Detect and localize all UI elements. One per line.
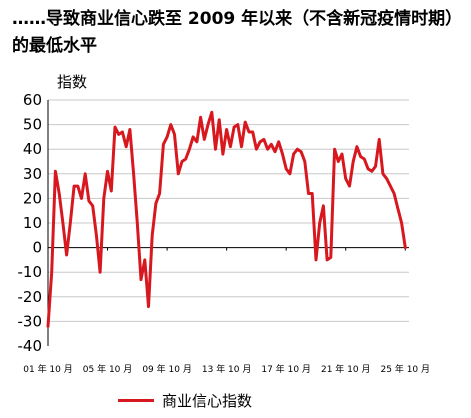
y-tick-label: -10 [18,263,43,281]
x-tick-label: 25 年 10 月 [381,363,431,375]
y-tick-label: 30 [23,165,42,183]
y-tick-label: 20 [23,189,42,207]
y-tick-label: 0 [32,239,42,257]
x-tick-label: 13 年 10 月 [202,363,252,375]
y-axis: 60 50 40 30 20 10 0 -10 -20 -30 -40 [18,91,49,355]
x-tick-label: 21 年 10 月 [321,363,371,375]
x-tick-label: 01 年 10 月 [23,363,73,375]
y-axis-label: 指数 [57,73,87,91]
y-tick-label: 10 [23,214,42,232]
x-tick-label: 17 年 10 月 [261,363,311,375]
legend-label: 商业信心指数 [162,391,253,410]
x-tick-label: 05 年 10 月 [83,363,133,375]
legend: 商业信心指数 [118,388,252,412]
gridlines [48,99,409,322]
x-tick-label: 09 年 10 月 [142,363,192,375]
y-tick-label: -30 [18,312,43,330]
y-tick-label: -40 [18,337,43,355]
legend-swatch [118,398,154,402]
chart-title: ……导致商业信心跌至 2009 年以来（不含新冠疫情时期）的最低水平 [12,9,454,56]
x-axis: 01 年 10 月 05 年 10 月 09 年 10 月 13 年 10 月 17 年… [23,247,431,375]
series-line [46,110,407,328]
y-tick-label: 50 [23,116,42,134]
y-tick-label: -20 [18,288,43,306]
y-tick-label: 40 [23,140,42,158]
series-layer [46,110,407,328]
y-tick-label: 60 [23,91,42,109]
